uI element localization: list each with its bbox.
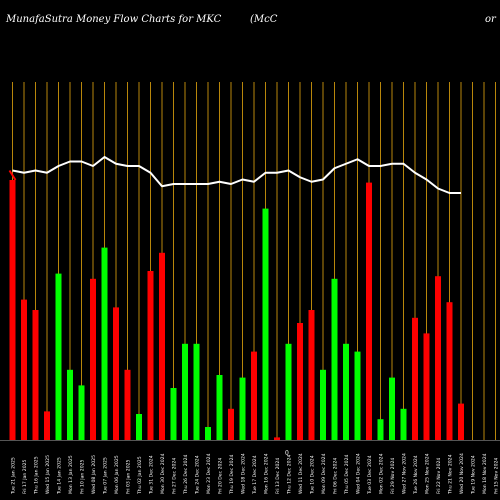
bar: [423, 333, 430, 440]
bar: [101, 247, 108, 440]
x-tick-label: Thu 16 Jan 2025: [34, 456, 40, 495]
x-tick-label: Fri 06 Dec 2024: [333, 458, 339, 494]
x-tick-label: Wed 11 Dec 2024: [298, 453, 304, 494]
bar: [9, 180, 16, 440]
bar: [113, 307, 119, 440]
x-tick-label: Fri 03 Jan 2025: [126, 459, 132, 494]
bar: [274, 437, 280, 440]
x-tick-label: Thu 05 Dec 2024: [344, 454, 350, 495]
x-tick-label: Fri 22 Nov 2024: [436, 458, 442, 494]
x-tick-label: Mon 25 Nov 2024: [425, 453, 431, 494]
x-tick-label: Wed 18 Dec 2024: [241, 453, 247, 494]
x-tick-label: Fri 29 Nov 2024: [390, 458, 396, 494]
x-tick-label: Mon 16 Dec 2024: [264, 453, 270, 494]
x-tick-label: Tue 24 Dec 2024: [195, 455, 201, 495]
x-tick-label: Mon 06 Jan 2025: [114, 455, 120, 494]
x-tick-label: Fri 20 Dec 2024: [218, 458, 224, 494]
bar: [170, 388, 177, 440]
x-tick-label: Mon 09 Dec 2024: [321, 453, 327, 494]
x-tick-label: Tue 19 Nov 2024: [471, 455, 477, 495]
bar: [147, 271, 154, 440]
bar: [446, 302, 453, 440]
x-tick-label: Fri 15 Nov 2024: [494, 458, 500, 494]
x-tick-label: Fri 13 Dec 2024: [275, 458, 281, 494]
bar: [251, 351, 257, 440]
bar-series: [9, 180, 464, 440]
x-tick-label: Tue 17 Dec 2024: [252, 455, 258, 495]
bar: [193, 343, 200, 440]
bar: [136, 414, 142, 440]
zero-marker: 0: [285, 450, 289, 457]
chart-title: MunafaSutra Money Flow Charts for MKC: [6, 14, 222, 25]
x-tick-label: Tue 14 Jan 2025: [57, 457, 63, 495]
bar: [182, 343, 188, 440]
bar: [67, 369, 73, 440]
bar: [377, 419, 384, 440]
bar: [124, 369, 131, 440]
x-tick-label: Fri 17 Jan 2025: [22, 459, 28, 494]
x-tick-label: Mon 13 Jan 2025: [68, 455, 74, 494]
x-tick-label: Tue 07 Jan 2025: [103, 457, 109, 495]
x-tick-label: Thu 26 Dec 2024: [183, 454, 189, 495]
bar: [354, 351, 361, 440]
x-tick-label: Tue 31 Dec 2024: [149, 455, 155, 495]
bar: [228, 408, 234, 440]
bar: [400, 408, 407, 440]
money-flow-line: [12, 156, 461, 194]
bar: [331, 278, 338, 440]
x-tick-label: Mon 30 Dec 2024: [160, 453, 166, 494]
bar: [205, 427, 211, 440]
x-tick-label: Thu 19 Dec 2024: [229, 454, 235, 495]
bar: [262, 208, 269, 440]
bar: [458, 403, 464, 440]
bar: [159, 252, 165, 440]
money-flow-line-layer: [8, 156, 461, 194]
bar: [297, 323, 303, 440]
bar: [412, 317, 418, 440]
x-tick-label: Thu 21 Nov 2024: [448, 454, 454, 495]
x-tick-label: Fri 27 Dec 2024: [172, 458, 178, 494]
bar: [308, 310, 315, 440]
x-tick-label: Tue 10 Dec 2024: [310, 455, 316, 495]
bar: [285, 343, 292, 440]
bar: [366, 182, 372, 440]
x-tick-label: Tue 03 Dec 2024: [367, 455, 373, 495]
bar: [216, 375, 223, 440]
company-name-suffix: or: [485, 14, 496, 25]
bar: [32, 310, 39, 440]
x-tick-label: Wed 20 Nov 2024: [459, 453, 465, 494]
x-tick-label: Wed 27 Nov 2024: [402, 453, 408, 494]
first-bar-connector: [8, 169, 17, 181]
bar: [343, 343, 349, 440]
bar: [239, 377, 246, 440]
company-name: (McC: [250, 14, 278, 25]
x-tick-label: Fri 10 Jan 2025: [80, 459, 86, 494]
bar: [55, 273, 62, 440]
x-tick-label: Thu 12 Dec 2024: [287, 454, 293, 495]
x-tick-label: Mon 18 Nov 2024: [482, 453, 488, 494]
x-tick-label: Mon 23 Dec 2024: [206, 453, 212, 494]
x-tick-label: Wed 08 Jan 2025: [91, 455, 97, 494]
bar: [90, 278, 96, 440]
bar: [435, 276, 441, 440]
x-tick-label: Wed 04 Dec 2024: [356, 453, 362, 494]
bar: [320, 369, 326, 440]
x-tick-label: Mon 02 Dec 2024: [379, 453, 385, 494]
x-tick-label: Thu 02 Jan 2025: [137, 456, 143, 495]
x-tick-labels: Tue 21 Jan 2025 Fri 17 Jan 2025 Thu 16 Jan…: [11, 453, 500, 495]
bar: [44, 411, 50, 440]
bar: [389, 377, 395, 440]
x-tick-label: Tue 21 Jan 2025: [11, 457, 17, 495]
x-tick-label: Tue 26 Nov 2024: [413, 455, 419, 495]
x-tick-label: Wed 15 Jan 2025: [45, 455, 51, 494]
bar: [21, 299, 27, 440]
bar: [78, 385, 85, 440]
